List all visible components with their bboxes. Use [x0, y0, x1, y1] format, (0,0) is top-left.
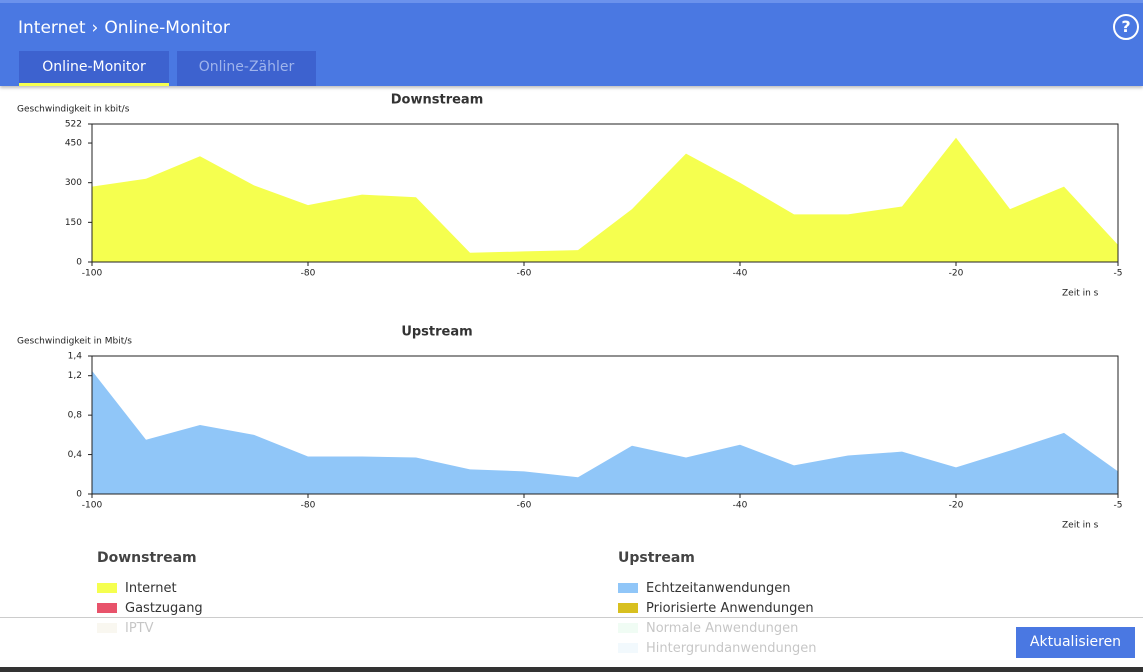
crumb: Online-Monitor [104, 18, 230, 38]
x-tick-label: -5 [1114, 501, 1123, 511]
y-tick-label: 0,8 [68, 411, 83, 421]
crumb-separator: › [91, 18, 99, 38]
bottom-bar [0, 667, 1143, 672]
x-tick-label: -60 [517, 501, 532, 511]
legend-swatch [97, 583, 117, 593]
header: Internet › Online-Monitor ? Online-Monitor… [0, 0, 1143, 86]
plot-frame [91, 123, 1119, 263]
legend-label: Echtzeitanwendungen [646, 580, 791, 596]
legend-item: Internet [97, 578, 203, 598]
legend-label: Priorisierte Anwendungen [646, 600, 814, 616]
refresh-button[interactable]: Aktualisieren [1016, 627, 1135, 658]
tab[interactable]: Online-Monitor [19, 51, 169, 86]
x-tick-label: -40 [733, 501, 748, 511]
y-tick-label: 450 [65, 139, 82, 149]
x-tick-label: -80 [301, 269, 316, 279]
breadcrumb: Internet › Online-Monitor [18, 18, 230, 38]
tab[interactable]: Online-Zähler [177, 51, 316, 86]
x-tick-label: -100 [82, 501, 103, 511]
legend-item: Priorisierte Anwendungen [618, 598, 816, 618]
x-tick-label: -60 [517, 269, 532, 279]
x-axis-label: Zeit in s [1062, 289, 1099, 299]
y-tick-label: 300 [65, 178, 82, 188]
legend-title: Upstream [618, 550, 695, 566]
area [92, 137, 1118, 262]
y-tick-label: 0,4 [68, 450, 83, 460]
area [92, 370, 1118, 494]
legend-label: Gastzugang [125, 600, 203, 616]
x-tick-label: -20 [949, 269, 964, 279]
y-tick-label: 1,2 [68, 371, 82, 381]
legend-swatch [618, 603, 638, 613]
chart-title: Downstream [391, 93, 484, 108]
y-tick-label: 0 [76, 490, 82, 500]
legend-label: Internet [125, 580, 177, 596]
y-tick-label: 522 [65, 120, 82, 130]
y-axis-label: Geschwindigkeit in kbit/s [17, 105, 130, 115]
legend-item: Echtzeitanwendungen [618, 578, 816, 598]
plot-frame [91, 355, 1119, 495]
help-button[interactable]: ? [1113, 14, 1139, 40]
x-tick-label: -40 [733, 269, 748, 279]
y-tick-label: 1,4 [68, 352, 83, 362]
legend-item: Gastzugang [97, 598, 203, 618]
legend-swatch [618, 583, 638, 593]
x-tick-label: -80 [301, 501, 316, 511]
x-axis-label: Zeit in s [1062, 521, 1099, 531]
y-tick-label: 0 [76, 258, 82, 268]
x-tick-label: -20 [949, 501, 964, 511]
y-axis-label: Geschwindigkeit in Mbit/s [17, 337, 132, 347]
legend-swatch [97, 603, 117, 613]
y-tick-label: 150 [65, 218, 82, 228]
footer: Aktualisieren [0, 617, 1143, 668]
charts: Downstream Geschwindigkeit in kbit/s Zeit … [17, 93, 1123, 531]
crumb[interactable]: Internet [18, 18, 86, 38]
legend-title: Downstream [97, 550, 197, 566]
chart-title: Upstream [401, 325, 472, 340]
x-tick-label: -5 [1114, 269, 1123, 279]
x-tick-label: -100 [82, 269, 103, 279]
